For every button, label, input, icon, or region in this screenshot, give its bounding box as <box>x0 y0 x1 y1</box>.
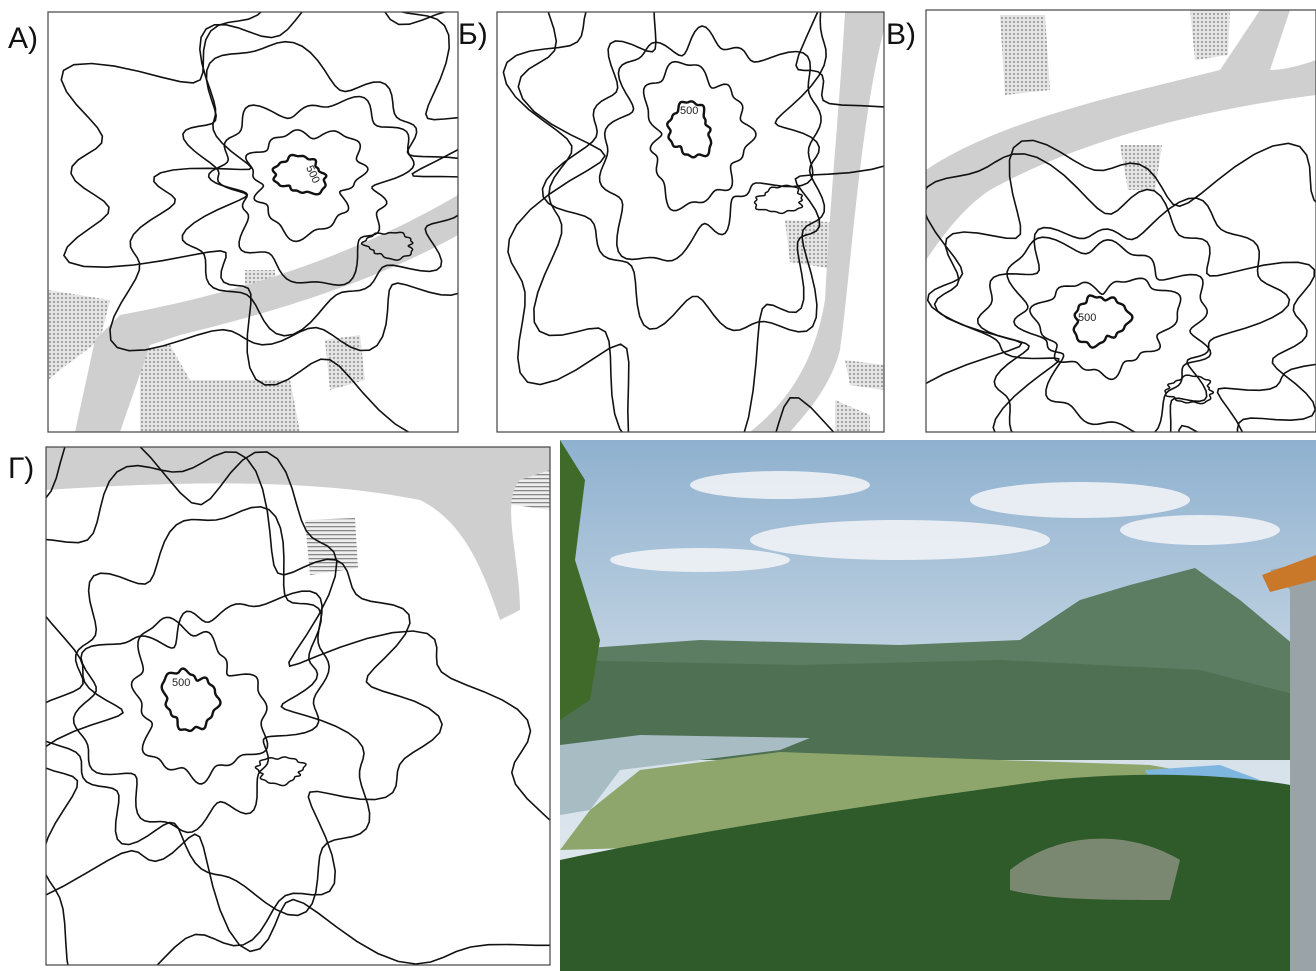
panel-label: Б) <box>458 18 488 51</box>
contour-label: 500 <box>680 105 698 117</box>
contour-line <box>181 40 458 337</box>
contour-line <box>1164 374 1215 405</box>
map-v <box>926 10 1316 432</box>
contour-line <box>642 60 757 212</box>
contour-line <box>207 95 415 287</box>
contour-line <box>507 12 884 432</box>
contour-line <box>109 12 458 352</box>
contour-line <box>130 616 269 785</box>
contour-line <box>254 756 307 787</box>
panel-label: А) <box>8 22 38 55</box>
contour-line <box>926 139 1316 432</box>
contour-line <box>360 231 414 261</box>
contour-line <box>46 447 550 965</box>
map-g <box>46 447 550 965</box>
contour-label: 500 <box>1078 312 1096 324</box>
contour-line <box>244 129 369 243</box>
contour-line <box>1029 277 1182 381</box>
panel-label: Г) <box>8 452 34 485</box>
contour-line <box>598 25 822 262</box>
contour-line <box>72 590 331 834</box>
contour-line <box>271 153 328 196</box>
panel-label: В) <box>886 18 916 51</box>
contour-line <box>502 12 884 432</box>
contour-line <box>753 184 804 215</box>
contour-line <box>976 197 1291 432</box>
map-a <box>48 12 458 432</box>
landscape-photo <box>560 440 1316 971</box>
map-b <box>497 12 884 432</box>
contour-line <box>666 100 713 159</box>
contour-line <box>1006 236 1212 432</box>
contour-line <box>160 667 222 733</box>
contour-line <box>1072 294 1134 349</box>
contour-line <box>541 12 827 333</box>
contour-line <box>46 451 443 965</box>
contour-line <box>60 12 458 432</box>
contour-label: 500 <box>172 677 190 689</box>
contour-line <box>926 153 1316 432</box>
contour-line <box>46 505 371 917</box>
